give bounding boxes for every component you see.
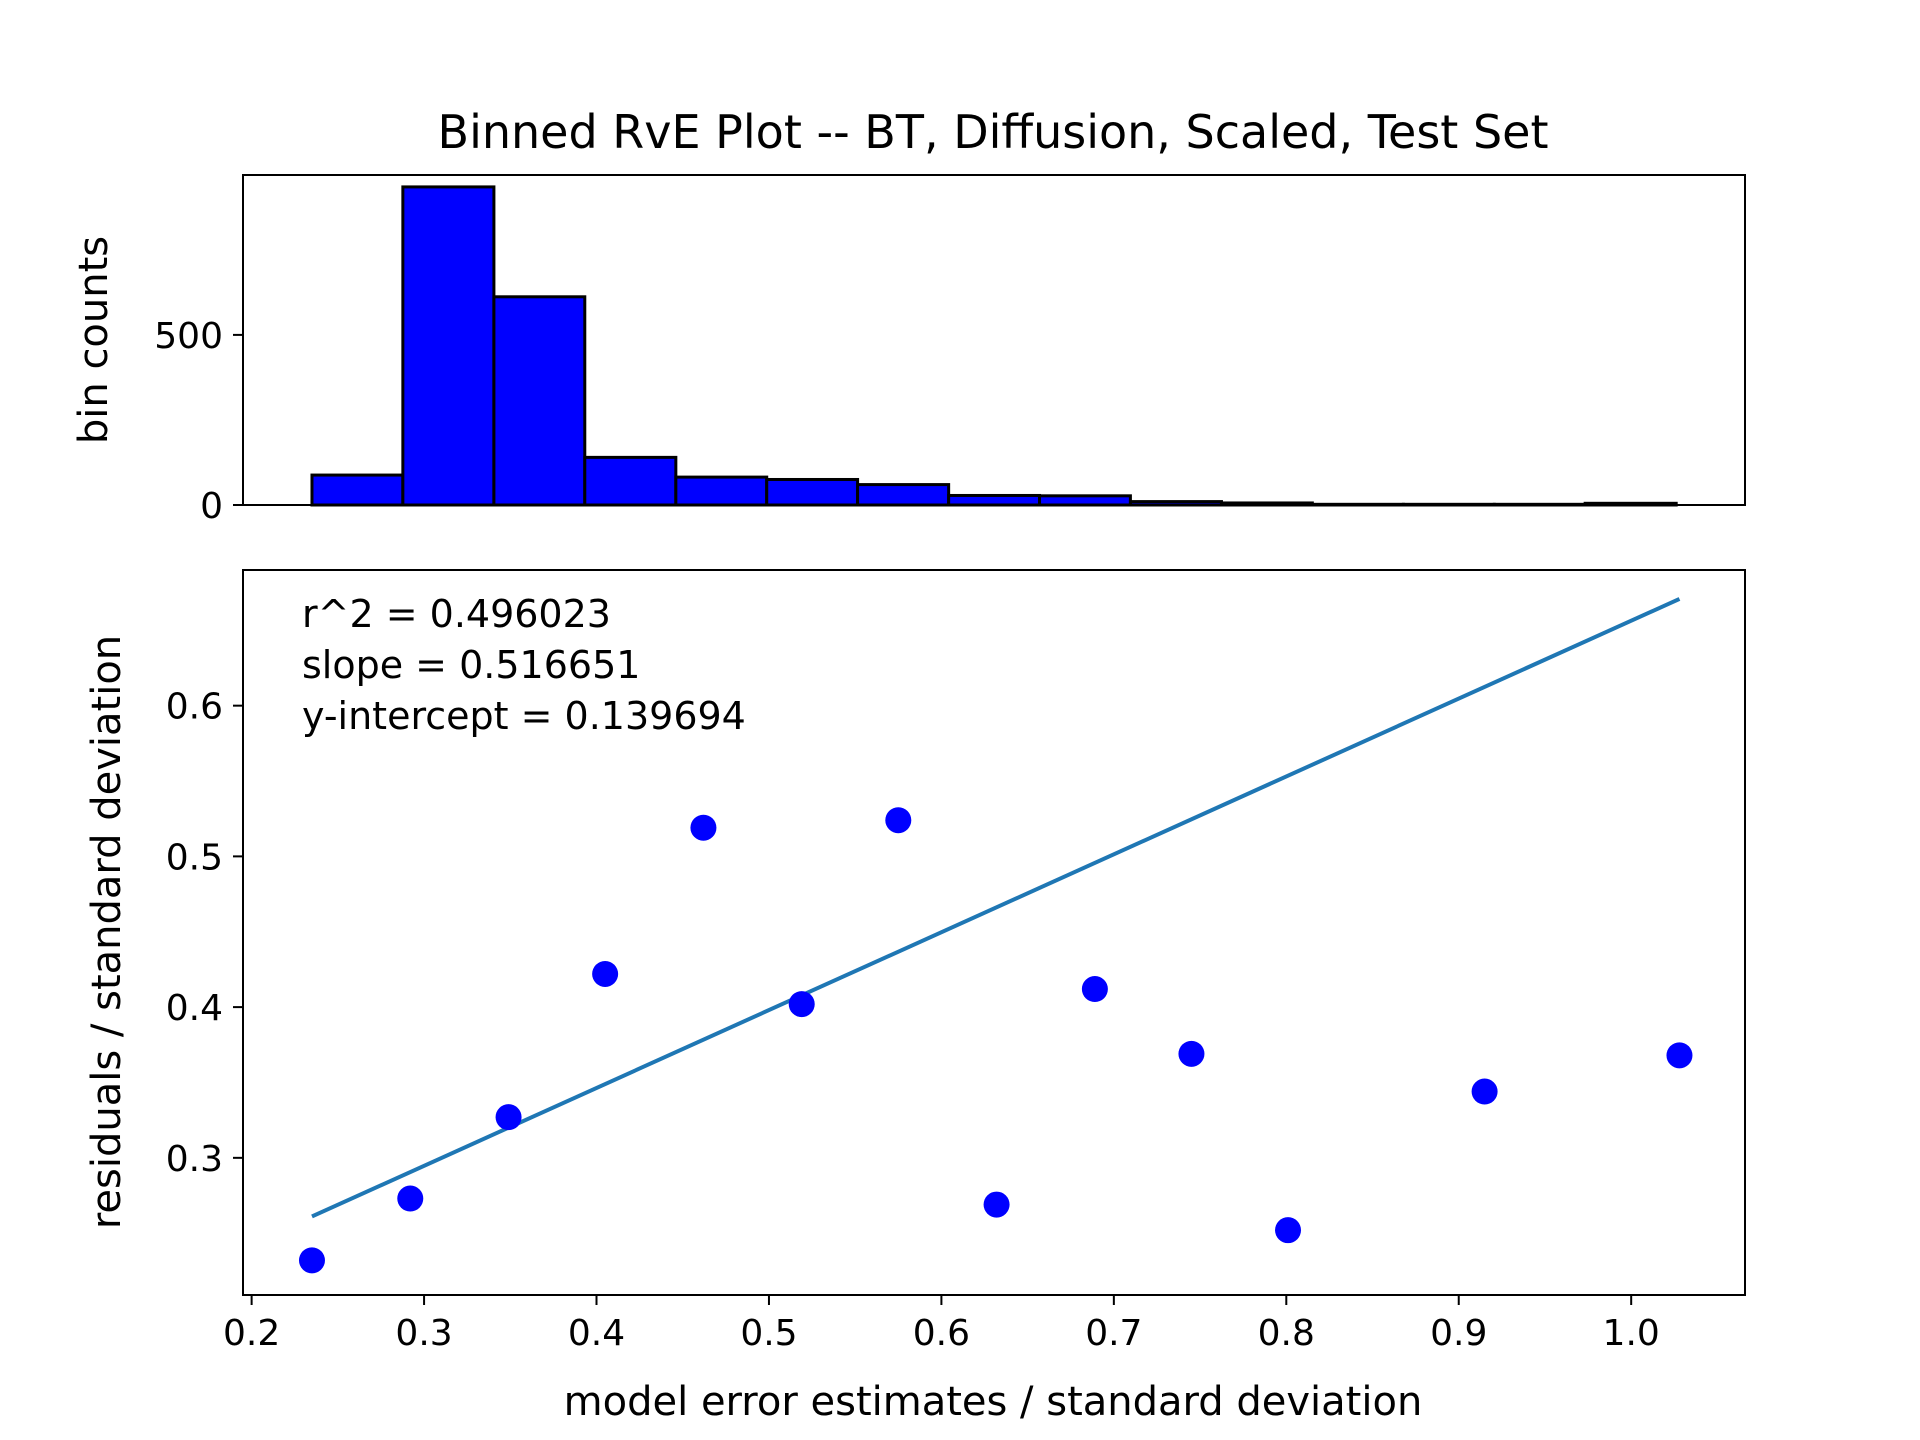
fit-line <box>311 597 1681 1219</box>
histogram-bar <box>947 493 1042 507</box>
x-tick-label: 0.8 <box>1258 1313 1315 1354</box>
scatter-panel: 0.2 0.3 0.4 0.5 0.6 0.7 0.8 0.9 1.0 0.3 0.4 0.5 0.6… <box>84 569 1746 1425</box>
scatter-point <box>1081 976 1108 1003</box>
y-tick-label: 0.5 <box>166 837 223 878</box>
x-tick-label: 0.5 <box>740 1313 797 1354</box>
scatter-point <box>788 991 815 1018</box>
histogram-y-axis-label: bin counts <box>71 236 117 444</box>
histogram-bar <box>310 473 405 507</box>
scatter-y-ticks: 0.3 0.4 0.5 0.6 <box>166 687 243 1180</box>
x-axis-label: model error estimates / standard deviati… <box>564 1379 1423 1425</box>
scatter-point <box>1666 1042 1693 1069</box>
scatter-point <box>1178 1040 1205 1067</box>
x-tick-label: 0.3 <box>395 1313 452 1354</box>
histogram-bar <box>765 477 860 507</box>
x-tick-label: 0.9 <box>1430 1313 1487 1354</box>
scatter-point <box>690 814 717 841</box>
x-tick-label: 0.2 <box>223 1313 280 1354</box>
x-tick-label: 0.7 <box>1085 1313 1142 1354</box>
histogram-panel: 0 500 bin counts <box>71 174 1746 527</box>
histogram-bar <box>674 475 769 507</box>
histogram-frame <box>242 174 1746 506</box>
scatter-point <box>1275 1217 1302 1244</box>
x-tick-label: 0.4 <box>568 1313 625 1354</box>
y-tick-label: 0.4 <box>166 988 223 1029</box>
scatter-point <box>397 1185 424 1212</box>
histogram-bar <box>492 295 587 507</box>
scatter-x-ticks: 0.2 0.3 0.4 0.5 0.6 0.7 0.8 0.9 1.0 <box>223 1295 1660 1354</box>
scatter-point <box>592 960 619 987</box>
annotation-y-intercept: y-intercept = 0.139694 <box>302 694 746 738</box>
histogram-bar <box>401 185 496 507</box>
scatter-point <box>1471 1078 1498 1105</box>
histogram-y-tick-label: 0 <box>200 486 223 527</box>
histogram-y-tick-label: 500 <box>154 316 223 357</box>
x-tick-label: 1.0 <box>1603 1313 1660 1354</box>
scatter-point <box>495 1104 522 1131</box>
histogram-y-ticks: 0 500 <box>154 316 243 527</box>
y-tick-label: 0.6 <box>166 687 223 728</box>
scatter-point <box>298 1247 325 1274</box>
histogram-bar <box>583 455 678 507</box>
scatter-frame <box>242 569 1746 1296</box>
chart-title: Binned RvE Plot -- BT, Diffusion, Scaled… <box>438 105 1549 159</box>
histogram-bars <box>310 185 1678 507</box>
scatter-points <box>298 807 1693 1274</box>
x-tick-label: 0.6 <box>913 1313 970 1354</box>
histogram-bar <box>856 483 951 507</box>
annotation-r-squared: r^2 = 0.496023 <box>302 592 611 636</box>
scatter-point <box>983 1191 1010 1218</box>
scatter-point <box>885 807 912 834</box>
scatter-y-axis-label: residuals / standard deviation <box>84 635 130 1229</box>
y-tick-label: 0.3 <box>166 1139 223 1180</box>
annotation-slope: slope = 0.516651 <box>302 643 640 687</box>
histogram-bar <box>1038 494 1132 507</box>
